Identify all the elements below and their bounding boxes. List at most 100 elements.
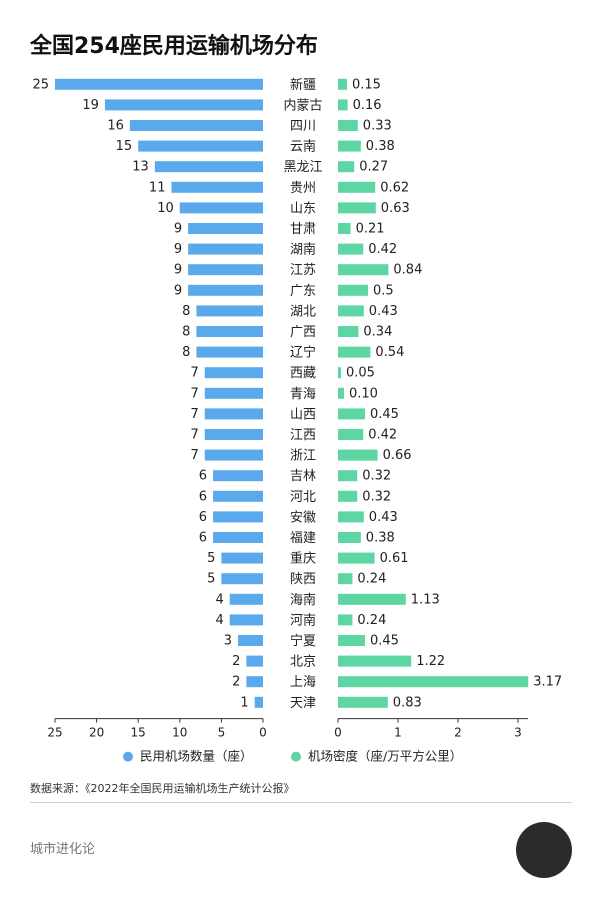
density-value-label: 1.13	[411, 592, 440, 607]
count-bar	[204, 408, 263, 420]
category-label: 青海	[290, 387, 316, 402]
density-value-label: 0.42	[368, 242, 397, 257]
count-axis-tick-label: 15	[131, 726, 146, 740]
count-bar	[188, 264, 263, 276]
count-value-label: 1	[240, 695, 248, 710]
category-label: 浙江	[290, 449, 316, 464]
density-bar	[338, 140, 361, 152]
category-label: 四川	[290, 119, 316, 134]
legend-label-density: 机场密度（座/万平方公里）	[308, 749, 462, 764]
count-bar	[196, 346, 263, 358]
count-value-label: 8	[182, 325, 190, 340]
density-bar	[338, 511, 364, 523]
density-value-label: 0.16	[353, 98, 382, 113]
density-bar	[338, 614, 353, 626]
count-axis-tick-label: 20	[89, 726, 104, 740]
density-value-label: 1.22	[416, 654, 445, 669]
category-label: 天津	[290, 696, 316, 711]
density-bar	[338, 181, 376, 193]
category-label: 江西	[290, 428, 316, 443]
category-label: 内蒙古	[283, 97, 322, 113]
count-bar	[196, 305, 263, 317]
count-bar	[204, 449, 263, 461]
count-bar	[204, 367, 263, 379]
density-value-label: 0.33	[363, 119, 392, 134]
count-bar	[154, 161, 263, 173]
density-value-label: 0.38	[366, 531, 395, 546]
density-value-label: 0.05	[346, 366, 375, 381]
density-value-label: 0.63	[381, 201, 410, 216]
density-value-label: 0.43	[369, 510, 398, 525]
density-value-label: 0.27	[359, 160, 388, 175]
count-bar	[213, 490, 263, 502]
density-bar	[338, 532, 361, 543]
category-label: 河北	[290, 490, 316, 505]
count-bar	[221, 573, 263, 585]
count-bar	[188, 284, 263, 296]
count-bar	[246, 655, 263, 667]
density-value-label: 0.54	[375, 345, 404, 360]
count-value-label: 9	[174, 242, 182, 257]
category-label: 云南	[290, 139, 316, 155]
category-label: 甘肃	[290, 222, 316, 237]
density-bar	[338, 99, 348, 111]
density-value-label: 0.61	[380, 551, 409, 566]
count-axis-tick-label: 10	[172, 726, 187, 740]
count-value-label: 3	[224, 634, 232, 649]
count-bar	[188, 243, 263, 255]
density-bar	[338, 573, 353, 585]
count-value-label: 6	[199, 531, 207, 546]
category-label: 贵州	[290, 181, 316, 196]
density-bar	[338, 223, 351, 234]
category-label: 宁夏	[290, 633, 316, 649]
count-bar	[204, 387, 263, 399]
category-label: 海南	[290, 592, 316, 608]
count-value-label: 7	[190, 407, 198, 422]
legend-marker-density	[291, 751, 301, 762]
density-bar	[338, 346, 371, 358]
density-bar	[338, 696, 388, 708]
count-value-label: 10	[157, 201, 174, 216]
density-value-label: 0.24	[357, 613, 386, 628]
count-bar	[55, 78, 263, 90]
category-label: 辽宁	[290, 345, 316, 361]
category-label: 广东	[290, 284, 316, 299]
count-bar	[246, 676, 263, 688]
density-bar	[338, 635, 365, 646]
count-bar	[129, 120, 263, 131]
density-bar	[338, 305, 364, 317]
density-value-label: 0.32	[362, 489, 391, 504]
count-bar	[171, 181, 263, 193]
density-bar	[338, 408, 365, 420]
category-label: 广西	[290, 325, 316, 340]
count-value-label: 5	[207, 572, 215, 587]
category-label: 陕西	[290, 572, 316, 587]
legend-label-count: 民用机场数量（座）	[140, 749, 253, 764]
density-value-label: 0.45	[370, 407, 399, 422]
count-value-label: 8	[182, 345, 190, 360]
density-value-label: 0.43	[369, 304, 398, 319]
count-axis-tick-label: 25	[47, 726, 62, 740]
density-bar	[338, 449, 378, 461]
density-bar	[338, 552, 375, 564]
category-label: 山西	[290, 407, 316, 422]
category-label: 江苏	[290, 262, 316, 278]
count-value-label: 19	[82, 98, 99, 113]
count-value-label: 5	[207, 551, 215, 566]
density-bar	[338, 367, 341, 379]
count-value-label: 7	[190, 366, 198, 381]
density-bar	[338, 429, 364, 440]
density-value-label: 0.42	[368, 428, 397, 443]
density-bar	[338, 264, 389, 276]
count-bar	[238, 635, 263, 646]
count-bar	[229, 593, 263, 605]
density-bar	[338, 387, 344, 399]
count-value-label: 2	[232, 654, 240, 669]
category-label: 北京	[290, 655, 316, 670]
divider	[30, 802, 572, 803]
density-bar	[338, 593, 406, 605]
category-label: 福建	[290, 531, 316, 546]
density-value-label: 0.83	[393, 695, 422, 710]
density-axis-tick-label: 3	[514, 726, 522, 740]
count-axis-tick-label: 0	[259, 726, 267, 740]
